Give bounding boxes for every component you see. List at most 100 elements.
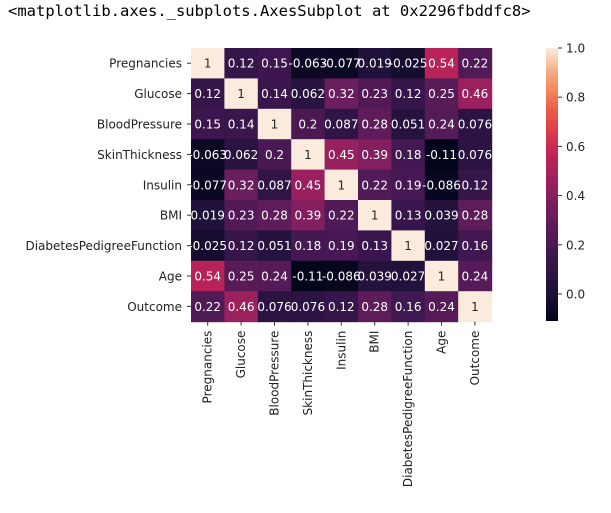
- cell-value-0-7: 0.54: [428, 57, 455, 71]
- cell-value-2-3: 0.2: [298, 118, 317, 132]
- x-label-2: BloodPressure: [268, 331, 282, 416]
- heatmap-cell-7-5: [358, 260, 392, 292]
- cell-value-6-6: 1: [404, 239, 412, 253]
- heatmap-cell-6-2: [257, 230, 292, 262]
- cell-value-8-6: 0.16: [395, 300, 422, 314]
- cell-value-2-0: 0.15: [194, 118, 221, 132]
- cell-value-8-1: 0.46: [228, 300, 255, 314]
- heatmap-cell-5-3: [291, 200, 326, 231]
- heatmap-cell-8-4: [324, 291, 359, 323]
- heatmap-cell-4-4: [324, 169, 359, 201]
- heatmap-cell-6-3: [291, 230, 326, 262]
- heatmap-cell-5-8: [458, 200, 493, 231]
- cell-value-2-6: 0.051: [391, 118, 425, 132]
- heatmap-cell-1-8: [458, 78, 493, 110]
- heatmap-cell-1-7: [424, 78, 459, 110]
- heatmap-cell-0-5: [358, 48, 392, 79]
- cell-value-2-2: 1: [271, 118, 279, 132]
- cell-value-4-1: 0.32: [228, 178, 255, 192]
- heatmap-cell-7-7: [424, 260, 459, 292]
- x-label-1: Glucose: [234, 331, 248, 379]
- heatmap-cell-2-1: [224, 108, 259, 140]
- heatmap-cell-5-0: [191, 200, 225, 231]
- heatmap-cell-5-5: [358, 200, 392, 231]
- heatmap-cell-2-5: [358, 108, 392, 140]
- heatmap-cell-0-1: [224, 48, 259, 79]
- heatmap-cell-4-3: [291, 169, 326, 201]
- heatmap-cell-6-7: [424, 230, 459, 262]
- heatmap-cell-8-5: [358, 291, 392, 323]
- heatmap-cell-6-0: [191, 230, 225, 262]
- cell-value-7-7: 1: [438, 270, 446, 284]
- heatmap-cell-8-1: [224, 291, 259, 323]
- heatmap-cell-2-6: [391, 108, 426, 140]
- heatmap-cell-3-0: [191, 139, 225, 171]
- heatmap-cell-2-8: [458, 108, 493, 140]
- cell-value-2-4: 0.087: [324, 118, 358, 132]
- heatmap-cell-0-4: [324, 48, 359, 79]
- heatmap-cell-4-1: [224, 169, 259, 201]
- heatmap-cell-7-2: [257, 260, 292, 292]
- cell-value-2-5: 0.28: [361, 118, 388, 132]
- heatmap-cell-3-3: [291, 139, 326, 171]
- cell-value-0-3: -0.063: [289, 57, 328, 71]
- cell-value-1-0: 0.12: [194, 87, 221, 101]
- y-label-6: DiabetesPedigreeFunction: [25, 239, 182, 253]
- cell-value-4-6: 0.19: [395, 178, 422, 192]
- cell-value-7-6: 0.027: [391, 270, 425, 284]
- cell-value-4-2: 0.087: [257, 178, 291, 192]
- cell-value-2-8: 0.076: [458, 118, 492, 132]
- cell-value-6-0: -0.025: [188, 239, 227, 253]
- cell-value-7-1: 0.25: [228, 270, 255, 284]
- cell-value-6-8: 0.16: [462, 239, 489, 253]
- cell-value-0-8: 0.22: [462, 57, 489, 71]
- cell-value-0-4: -0.077: [322, 57, 361, 71]
- heatmap-cell-3-2: [257, 139, 292, 171]
- cell-value-8-7: 0.24: [428, 300, 455, 314]
- y-label-7: Age: [159, 270, 182, 284]
- cell-value-7-8: 0.24: [462, 270, 489, 284]
- heatmap-cell-6-4: [324, 230, 359, 262]
- heatmap-cell-3-4: [324, 139, 359, 171]
- heatmap-cell-4-6: [391, 169, 426, 201]
- cell-value-3-0: -0.063: [188, 148, 227, 162]
- heatmap-cell-0-6: [391, 48, 426, 79]
- cell-value-7-3: -0.11: [292, 270, 323, 284]
- colorbar-label-0: 0.0: [566, 287, 585, 301]
- heatmap-cells: [191, 48, 493, 323]
- heatmap-cell-1-4: [324, 78, 359, 110]
- cell-value-5-0: 0.019: [191, 209, 225, 223]
- cell-value-0-2: 0.15: [261, 57, 288, 71]
- heatmap-cell-0-7: [424, 48, 459, 79]
- cell-value-3-5: 0.39: [361, 148, 388, 162]
- heatmap-cell-6-6: [391, 230, 426, 262]
- heatmap-cell-1-3: [291, 78, 326, 110]
- cell-value-1-4: 0.32: [328, 87, 355, 101]
- cell-value-3-3: 1: [304, 148, 312, 162]
- heatmap-cell-2-2: [257, 108, 292, 140]
- heatmap-cell-3-1: [224, 139, 259, 171]
- heatmap-cell-8-8: [458, 291, 493, 323]
- cell-value-7-2: 0.24: [261, 270, 288, 284]
- x-label-8: Outcome: [468, 331, 482, 386]
- heatmap-cell-2-4: [324, 108, 359, 140]
- heatmap-cell-3-6: [391, 139, 426, 171]
- cell-value-3-6: 0.18: [395, 148, 422, 162]
- cell-value-5-5: 1: [371, 209, 379, 223]
- x-label-5: BMI: [368, 331, 382, 353]
- heatmap-cell-3-8: [458, 139, 493, 171]
- cell-value-7-0: 0.54: [194, 270, 221, 284]
- x-label-7: Age: [435, 331, 449, 354]
- colorbar-label-4: 0.8: [566, 91, 585, 105]
- cell-value-1-6: 0.12: [395, 87, 422, 101]
- cell-value-4-8: 0.12: [462, 178, 489, 192]
- colorbar-label-5: 1.0: [566, 42, 585, 56]
- y-label-8: Outcome: [127, 300, 182, 314]
- cell-value-8-0: 0.22: [194, 300, 221, 314]
- cell-value-4-5: 0.22: [361, 178, 388, 192]
- heatmap-cell-3-7: [424, 139, 459, 171]
- heatmap-cell-1-1: [224, 78, 259, 110]
- x-label-0: Pregnancies: [201, 331, 215, 404]
- cell-value-2-1: 0.14: [228, 118, 255, 132]
